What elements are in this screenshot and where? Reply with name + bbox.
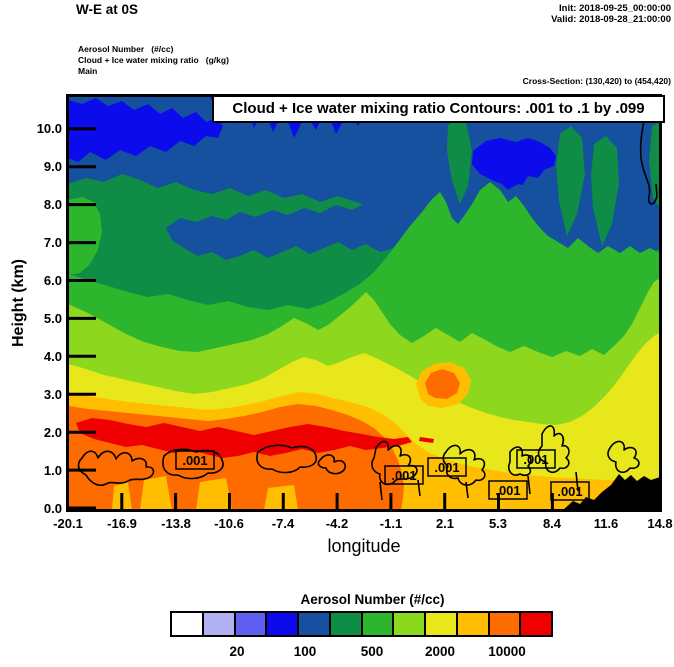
valid-time: Valid: 2018-09-28_21:00:00 [551,14,671,25]
x-tick-label: 5.3 [488,516,508,531]
x-tick-label: -20.1 [53,516,83,531]
contour-label: .001 [557,484,582,499]
y-tick-label: 10.0 [36,121,62,136]
colorbar-tick: 500 [360,644,384,659]
y-tick-label: 6.0 [43,273,62,288]
contour-field-label: Cloud + Ice water mixing ratio (g/kg) [78,55,229,65]
colorbar-title: Aerosol Number (#/cc) [300,592,445,607]
x-tick-label: -4.2 [325,516,349,531]
colorbar-cell [297,611,331,637]
y-tick-label: 7.0 [43,235,62,250]
contour-labels: .001 .001 .001 .001 .001 .001 [175,449,590,501]
y-tick-label: 8.0 [43,197,62,212]
colorbar-tick: 20 [229,644,245,659]
field-list: Aerosol Number (#/cc) Cloud + Ice water … [78,44,229,77]
plot-svg: .001 .001 .001 .001 .001 .001 [66,94,662,512]
colorbar [170,611,553,637]
contour-label: .001 [495,483,520,498]
axis-ticks [68,127,608,510]
colorbar-cell [455,611,490,637]
run-time-info: Init: 2018-09-25_00:00:00 Valid: 2018-09… [551,3,671,25]
colorbar-cell [392,611,426,637]
y-tick-label: 4.0 [43,349,62,364]
colorbar-cell [487,611,522,637]
colorbar-tick: 100 [293,644,317,659]
x-tick-label: -10.6 [214,516,244,531]
contour-label: .001 [434,460,459,475]
colorbar-cell [265,611,299,637]
colorbar-tick: 2000 [424,644,456,659]
x-tick-label: -13.8 [161,516,191,531]
colorbar-cell [201,611,236,637]
x-tick-label: 2.1 [435,516,455,531]
colorbar-cell [360,611,395,637]
y-axis-title: Height (km) [10,259,27,347]
x-tick-label: 14.8 [647,516,673,531]
contour-label: .001 [523,452,548,467]
cross-section-plot: .001 .001 .001 .001 .001 .001 [66,94,662,512]
colorbar-cell [233,611,268,637]
fill-field-label: Aerosol Number (#/cc) [78,44,174,54]
colorbar-cell [519,611,553,637]
y-tick-label: 1.0 [43,463,62,478]
colorbar-cell [328,611,363,637]
x-tick-label: 8.4 [542,516,562,531]
page-title: W-E at 0S [76,2,138,17]
contour-title-text: Cloud + Ice water mixing ratio Contours:… [232,100,645,117]
x-tick-label: -7.4 [271,516,295,531]
x-tick-label: -16.9 [107,516,137,531]
init-time: Init: 2018-09-25_00:00:00 [559,3,671,14]
y-tick-label: 9.0 [43,159,62,174]
contour-title-box: Cloud + Ice water mixing ratio Contours:… [212,95,665,123]
colorbar-tick: 10000 [488,644,526,659]
y-tick-label: 3.0 [43,387,62,402]
cross-section-info: Cross-Section: (130,420) to (454,420) [522,76,671,86]
x-tick-label: 11.6 [593,516,619,531]
terrain [563,474,660,510]
y-tick-label: 5.0 [43,311,62,326]
aerosol-fill-contours: .001 .001 .001 .001 .001 .001 [68,96,660,510]
contour-label: .001 [391,468,416,483]
x-tick-label: -1.1 [379,516,403,531]
colorbar-cell [424,611,458,637]
y-tick-label: 2.0 [43,425,62,440]
grid-name: Main [78,66,98,76]
y-tick-label: 0.0 [43,501,62,516]
contour-label: .001 [182,453,207,468]
colorbar-cell [170,611,204,637]
x-axis-title: longitude [327,536,401,556]
